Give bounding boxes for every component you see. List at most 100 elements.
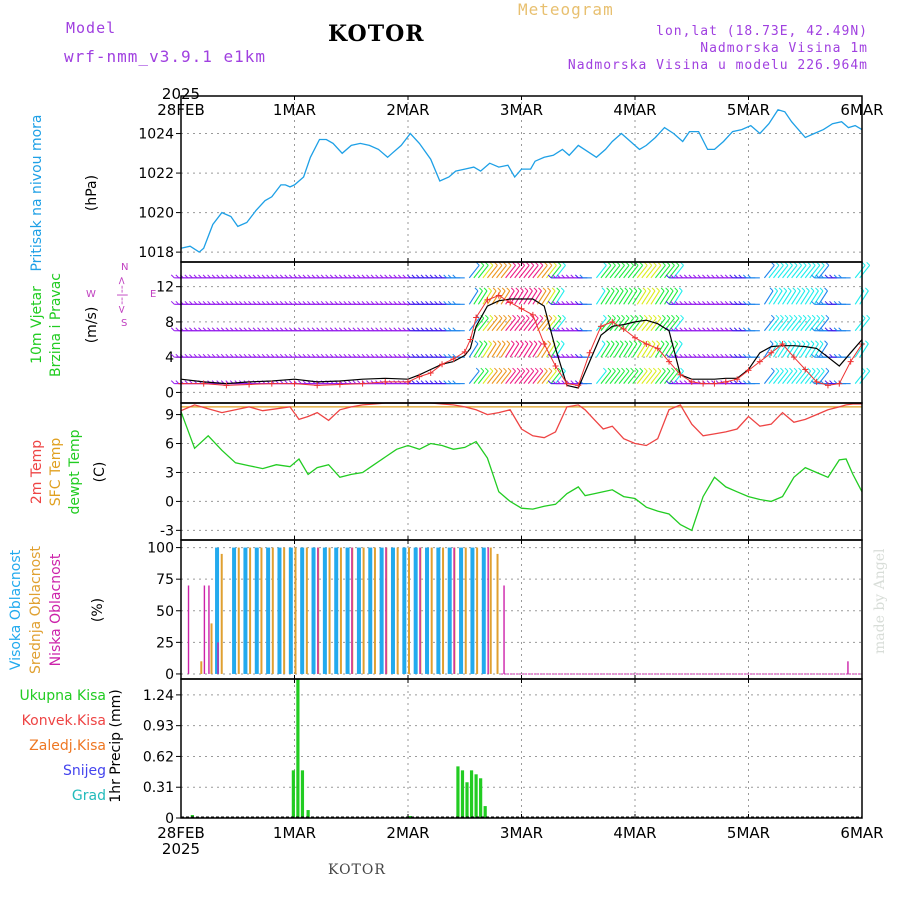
cloud-series-0: [215, 547, 486, 674]
wind-barb-flag: [170, 327, 175, 332]
wind-barb-flag: [316, 274, 320, 279]
wind-barb: [505, 317, 516, 332]
wind-barb-flag: [733, 300, 738, 305]
wind-barb-flag: [824, 300, 829, 305]
wind-barb-flag: [729, 353, 734, 358]
wind-barb-flag: [352, 380, 357, 384]
wind-barb-flag: [512, 261, 516, 266]
wind-barb-flag: [416, 327, 420, 332]
wind-barb-flag: [678, 287, 683, 292]
wind-gust-marker: [268, 380, 275, 387]
wind-barb-flag: [489, 314, 494, 319]
wind-barb: [527, 317, 539, 332]
wind-barb: [632, 290, 642, 305]
wind-barb: [773, 317, 784, 332]
wind-barb-flag: [429, 274, 434, 279]
wind-barb-flag: [638, 340, 642, 345]
wind-barb-flag: [216, 300, 221, 305]
wind-barb-flag: [393, 300, 398, 305]
wind-barb: [614, 343, 624, 358]
y-tick-label: 1022: [138, 166, 174, 182]
year-label-bottom: 2025: [162, 840, 200, 858]
cloud-unit: (%): [90, 598, 106, 622]
wind-barb-flag: [347, 380, 352, 384]
wind-barb-flag: [533, 287, 538, 292]
wind-barb: [509, 317, 521, 332]
wind-gust-line: [181, 294, 863, 386]
wind-barb-flag: [769, 340, 774, 345]
wind-barb-flag: [557, 314, 562, 319]
wind-barb-flag: [334, 353, 339, 358]
wind-barb-flag: [574, 353, 579, 358]
wind-barb-flag: [288, 274, 293, 279]
product-title: Meteogram: [518, 0, 614, 19]
wind-barb: [523, 343, 533, 358]
wind-barb-flag: [193, 353, 198, 358]
y-tick-label: 0.62: [143, 749, 174, 765]
temp-axis-title-3: dewpt Temp: [67, 429, 83, 514]
wind-barb-flag: [397, 327, 402, 332]
wind-gust-marker: [677, 371, 684, 378]
wind-barb-flag: [780, 314, 784, 319]
wind-barb-flag: [515, 287, 520, 292]
wind-barb-flag: [651, 287, 656, 292]
wind-barb-flag: [671, 314, 675, 319]
wind-barb-flag: [334, 300, 339, 305]
y-tick-label: 0: [165, 667, 174, 683]
wind-gust-marker: [416, 373, 423, 380]
wind-gust-marker: [654, 345, 661, 352]
wind-barb-flag: [683, 327, 688, 332]
wind-barb-flag: [447, 327, 452, 332]
wind-barb-flag: [552, 274, 556, 279]
wind-barb-flag: [603, 314, 607, 319]
x-tick-label-top: 4MAR: [613, 101, 656, 119]
wind-barb: [636, 370, 648, 384]
wind-barb-flag: [652, 261, 657, 266]
wind-barb-flag: [643, 314, 648, 319]
wind-barb-flag: [865, 287, 869, 292]
wind-barb: [627, 370, 639, 384]
cloud-bar: [847, 661, 849, 674]
cloud-bar: [459, 547, 464, 674]
y-tick-label: 0.31: [143, 780, 174, 796]
wind-barb-flag: [489, 261, 494, 266]
wind-barb-flag: [492, 287, 497, 292]
wind-direction-compass: <--|-->: [115, 276, 128, 314]
wind-barb: [782, 290, 792, 305]
wind-barb: [618, 370, 630, 384]
wind-barb-flag: [683, 353, 688, 358]
wind-gust-marker: [200, 380, 207, 387]
wind-barb: [795, 317, 807, 332]
wind-barb: [800, 370, 812, 384]
wind-barb-flag: [452, 300, 457, 305]
wind-barb: [609, 264, 621, 279]
wind-gust-marker: [223, 382, 230, 389]
wind-barb-flag: [552, 380, 556, 384]
wind-gust-marker: [643, 340, 650, 347]
wind-barb-flag: [425, 353, 429, 358]
wind-barb-flag: [621, 367, 625, 372]
wind-barb-flag: [298, 327, 302, 332]
wind-barb: [514, 370, 526, 384]
wind-gust-marker: [563, 380, 570, 387]
wind-barb-flag: [539, 367, 544, 372]
wind-barb: [800, 317, 812, 332]
wind-barb-flag: [311, 274, 316, 279]
panel-frame: [180, 678, 863, 819]
wind-barb-flag: [720, 353, 724, 358]
wind-barb-flag: [397, 353, 402, 358]
wind-barb-flag: [270, 274, 275, 279]
precip-bar: [483, 806, 487, 818]
wind-barb-flag: [729, 300, 734, 305]
cloud-bar: [311, 547, 316, 674]
wind-barb-flag: [307, 274, 311, 279]
precip-bar: [291, 770, 295, 818]
wind-barb: [664, 290, 674, 305]
cloud-bar: [476, 547, 479, 674]
wind-barb-flag: [501, 287, 506, 292]
wind-barb-flag: [630, 367, 634, 372]
cloud-bar: [396, 547, 399, 674]
wind-barb-flag: [742, 380, 747, 384]
wind-barb: [505, 343, 515, 358]
